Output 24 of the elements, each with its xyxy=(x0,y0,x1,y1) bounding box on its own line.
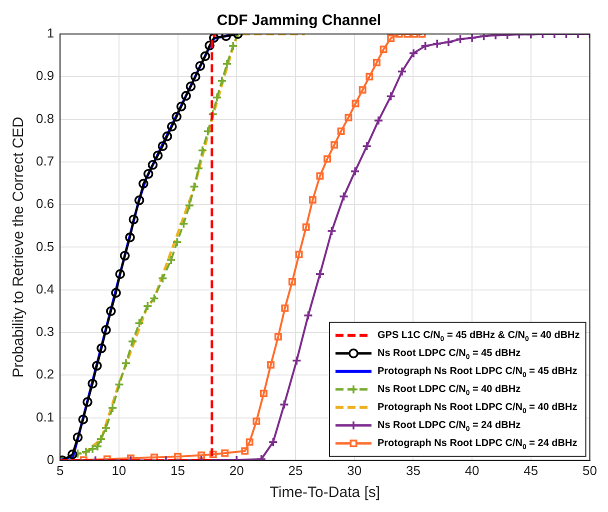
x-tick-label: 40 xyxy=(464,462,480,478)
y-tick-label: 0.2 xyxy=(36,366,54,382)
y-tick-label: 0.5 xyxy=(36,238,54,254)
y-tick-label: 0.6 xyxy=(36,196,54,212)
x-tick-label: 30 xyxy=(347,462,362,478)
x-tick-label: 10 xyxy=(112,462,126,478)
y-tick-label: 0.7 xyxy=(36,154,54,168)
chart-title: CDF Jamming Channel xyxy=(216,12,382,30)
x-tick-label: 50 xyxy=(582,462,598,478)
x-tick-label: 5 xyxy=(56,462,64,478)
x-axis-title: Time-To-Data [s] xyxy=(270,484,380,502)
y-tick-label: 0 xyxy=(46,452,54,467)
x-tick-label: 15 xyxy=(170,462,186,478)
x-tick-label: 20 xyxy=(229,462,244,478)
y-tick-label: 0.4 xyxy=(36,281,54,296)
y-tick-label: 1 xyxy=(46,26,54,41)
y-tick-label: 0.3 xyxy=(36,324,54,340)
y-tick-label: 0.8 xyxy=(36,110,54,126)
y-tick-label: 0.1 xyxy=(36,409,54,424)
x-tick-label: 25 xyxy=(288,462,303,478)
y-axis-title: Probability to Retrieve the Correct CED xyxy=(10,116,28,378)
x-tick-label: 35 xyxy=(406,462,420,478)
x-tick-label: 45 xyxy=(524,462,538,478)
y-tick-label: 0.9 xyxy=(36,68,54,84)
